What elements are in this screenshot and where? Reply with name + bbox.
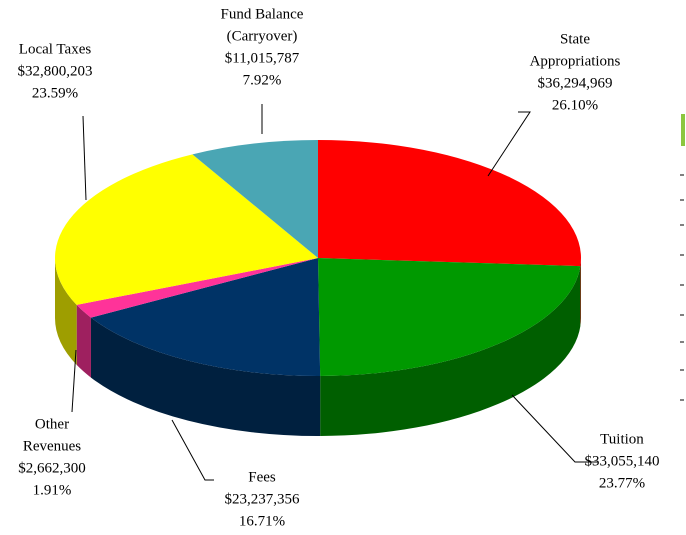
- pie-slice: [76, 258, 318, 318]
- pie-sides: [55, 258, 581, 436]
- slice-label: Fund Balance: [221, 6, 304, 22]
- leader-line: [71, 349, 77, 413]
- percent-label: 26.10%: [552, 97, 598, 113]
- pie-slice: [318, 140, 581, 267]
- value-label: $36,294,969: [538, 75, 613, 91]
- pie-side: [76, 304, 91, 378]
- pie-side: [90, 317, 321, 436]
- slice-label: Other: [35, 416, 69, 432]
- pie-slice: [90, 258, 321, 376]
- leader-line: [511, 394, 598, 463]
- pie-side: [580, 258, 581, 327]
- value-label: $23,237,356: [225, 491, 301, 507]
- legend-dashes: [680, 174, 684, 401]
- pie-slice: [55, 154, 318, 305]
- pie-tops: [55, 140, 581, 376]
- pie-side: [320, 266, 581, 436]
- leader-line: [487, 111, 531, 177]
- value-label: $32,800,203: [18, 63, 93, 79]
- slice-label: Fees: [248, 469, 276, 485]
- slice-label: Revenues: [23, 438, 81, 454]
- pie-slice: [318, 258, 581, 376]
- value-label: $11,015,787: [225, 50, 300, 66]
- percent-label: 1.91%: [33, 482, 72, 498]
- leader-line: [171, 419, 214, 481]
- value-label: $2,662,300: [18, 460, 86, 476]
- percent-label: 23.77%: [599, 475, 645, 491]
- leader-line: [82, 115, 87, 201]
- legend-fragment: [681, 114, 685, 146]
- slice-label: (Carryover): [227, 28, 298, 44]
- percent-label: 23.59%: [32, 85, 78, 101]
- pie-slice: [192, 140, 318, 258]
- percent-label: 16.71%: [239, 513, 285, 529]
- slice-label: Appropriations: [530, 53, 621, 69]
- slice-label: Local Taxes: [19, 41, 92, 57]
- slice-label: Tuition: [600, 431, 644, 447]
- percent-label: 7.92%: [243, 72, 282, 88]
- slice-label: State: [560, 31, 590, 47]
- value-label: $33,055,140: [585, 453, 660, 469]
- pie-side: [55, 258, 77, 365]
